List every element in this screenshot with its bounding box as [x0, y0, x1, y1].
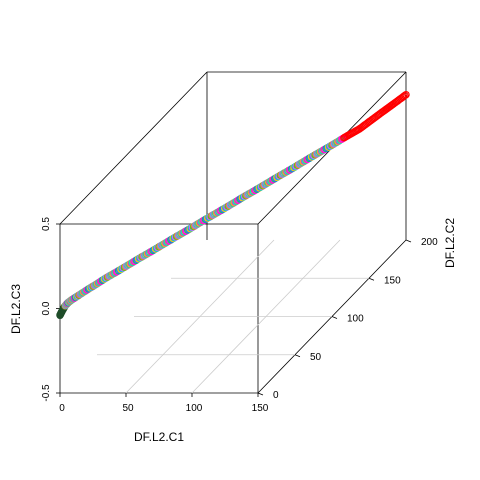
x-tick-label: 50 [122, 403, 134, 414]
y-tick-label: 100 [347, 314, 364, 325]
y-tick-mark [331, 316, 338, 319]
z-axis-title: DF.L2.C3 [9, 284, 23, 334]
data-point [401, 91, 409, 100]
x-tick-label: 150 [252, 403, 269, 414]
plot-box [59, 71, 407, 394]
floor-grid [97, 239, 369, 394]
z-tick-label: 0.0 [41, 301, 52, 315]
x-axis-title: DF.L2.C1 [134, 430, 184, 444]
axis-ticks: 0 50 100 150 0 50 100 150 200 -0.5 0.0 0.5 [41, 217, 438, 414]
y-tick-mark [405, 239, 412, 243]
y-tick-mark [294, 354, 301, 358]
box-edge-top-left [59, 71, 208, 225]
y-tick-mark [257, 392, 264, 396]
x-tick-label: 0 [59, 403, 65, 414]
data-points [56, 90, 410, 320]
y-tick-label: 150 [384, 275, 401, 286]
y-tick-label: 0 [273, 390, 279, 401]
z-tick-label: 0.5 [41, 217, 52, 231]
y-tick-mark [368, 277, 375, 281]
y-tick-label: 50 [310, 352, 322, 363]
x-tick-label: 100 [186, 403, 203, 414]
z-tick-label: -0.5 [41, 384, 52, 402]
y-tick-label: 200 [421, 237, 438, 248]
y-axis-title: DF.L2.C2 [443, 218, 457, 268]
data-point [402, 90, 410, 99]
